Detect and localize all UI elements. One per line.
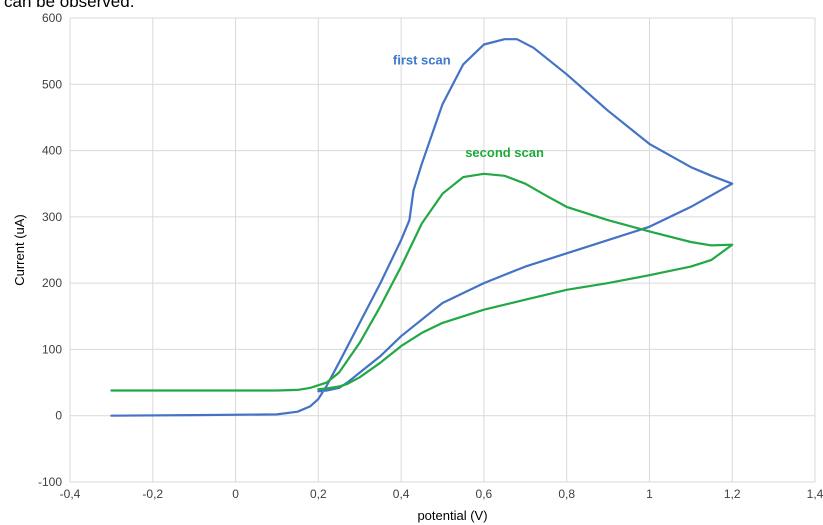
x-tick-label: 1,4 [807,487,823,501]
y-tick-label: 300 [42,210,62,224]
series-line-2 [110,172,734,392]
y-tick-label: 0 [55,409,62,423]
x-tick-label: 0,8 [558,487,575,501]
y-tick-label: 500 [42,77,62,91]
y-tick-label: 400 [42,144,62,158]
gridlines [69,17,816,483]
x-tick-label: 0 [232,487,239,501]
y-tick-label: 200 [42,276,62,290]
x-tick-label: -0,4 [60,487,81,501]
annotations: first scan second scan [393,52,544,160]
annotation-label: second scan [465,145,544,160]
y-tick-label: 600 [42,11,62,25]
x-tick-label: 1 [646,487,653,501]
x-axis-title: potential (V) [417,508,487,523]
y-tick-labels: 600 500 400 300 200 100 0 -100 [38,11,62,489]
y-axis-title: Current (uA) [12,214,27,286]
annotation-label: first scan [393,52,451,67]
x-tick-label: 0,2 [310,487,327,501]
x-tick-label: 0,4 [393,487,410,501]
y-tick-label: -100 [38,475,62,489]
series-lines [110,38,734,417]
caption-text: can be observed. [4,0,135,11]
y-tick-label: 100 [42,342,62,356]
x-tick-labels: -0,4 -0,2 0 0,2 0,4 0,6 0,8 1 1,2 1,4 [60,487,823,501]
series-line-1 [110,38,734,417]
x-tick-label: -0,2 [142,487,163,501]
x-tick-label: 1,2 [724,487,741,501]
x-tick-label: 0,6 [476,487,493,501]
